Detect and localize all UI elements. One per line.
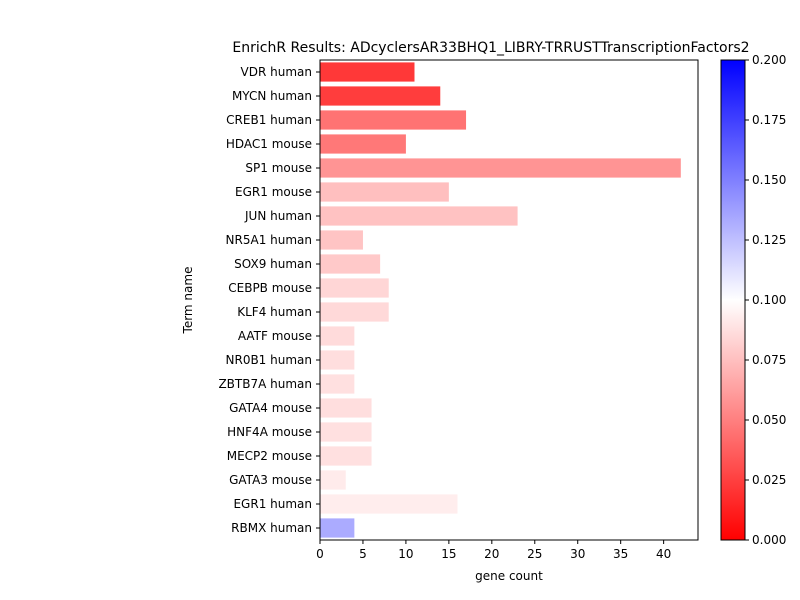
colorbar-tick-label: 0.075 (752, 353, 786, 367)
y-tick-label: GATA4 mouse (229, 401, 312, 415)
colorbar-tick-label: 0.025 (752, 473, 786, 487)
colorbar-tick-label: 0.125 (752, 233, 786, 247)
bar-gata4-mouse (320, 398, 372, 418)
bar-aatf-mouse (320, 326, 355, 346)
x-tick-label: 20 (484, 547, 499, 561)
y-tick-label: SP1 mouse (245, 161, 312, 175)
bar-hnf4a-mouse (320, 422, 372, 442)
y-axis-title: Term name (181, 267, 195, 335)
y-tick-label: NR0B1 human (226, 353, 313, 367)
y-tick-label: EGR1 mouse (235, 185, 312, 199)
y-tick-label: VDR human (241, 65, 312, 79)
plot-frame (319, 59, 699, 541)
bars-layer (320, 62, 681, 538)
x-tick-label: 10 (398, 547, 413, 561)
x-tick-labels: 0 5 10 15 20 25 30 35 40 (316, 540, 671, 561)
bar-jun-human (320, 206, 518, 226)
x-tick-label: 5 (359, 547, 367, 561)
x-tick-label: 35 (613, 547, 628, 561)
bar-nr5a1-human (320, 230, 363, 250)
y-tick-label: CEBPB mouse (228, 281, 312, 295)
bar-creb1-human (320, 110, 467, 130)
y-tick-label: SOX9 human (234, 257, 312, 271)
y-tick-labels: VDR human MYCN human CREB1 human HDAC1 mous… (218, 65, 320, 535)
colorbar-tick-label: 0.150 (752, 173, 786, 187)
colorbar (720, 59, 746, 541)
bar-egr1-human (320, 494, 458, 514)
colorbar-tick-label: 0.000 (752, 533, 786, 547)
bar-mecp2-mouse (320, 446, 372, 466)
colorbar-tick-label: 0.200 (752, 53, 786, 67)
bar-nr0b1-human (320, 350, 355, 370)
x-tick-label: 40 (656, 547, 671, 561)
bar-sox9-human (320, 254, 381, 274)
bar-mycn-human (320, 86, 441, 106)
y-tick-label: HNF4A mouse (227, 425, 312, 439)
y-tick-label: EGR1 human (233, 497, 312, 511)
bar-hdac1-mouse (320, 134, 406, 154)
bar-gata3-mouse (320, 470, 346, 490)
y-tick-label: NR5A1 human (226, 233, 312, 247)
bar-vdr-human (320, 62, 415, 82)
y-tick-label: CREB1 human (226, 113, 312, 127)
bar-zbtb7a-human (320, 374, 355, 394)
bar-sp1-mouse (320, 158, 681, 178)
x-tick-label: 0 (316, 547, 324, 561)
y-tick-label: MECP2 mouse (227, 449, 312, 463)
y-tick-label: GATA3 mouse (229, 473, 312, 487)
colorbar-tick-label: 0.175 (752, 113, 786, 127)
y-tick-label: MYCN human (232, 89, 312, 103)
y-tick-label: AATF mouse (238, 329, 312, 343)
bar-cebpb-mouse (320, 278, 389, 298)
colorbar-tick-label: 0.050 (752, 413, 786, 427)
bar-rbmx-human (320, 518, 355, 538)
x-tick-label: 25 (527, 547, 542, 561)
y-tick-label: JUN human (244, 209, 312, 223)
y-tick-label: RBMX human (231, 521, 312, 535)
x-tick-label: 30 (570, 547, 585, 561)
bar-klf4-human (320, 302, 389, 322)
chart-title: EnrichR Results: ADcyclersAR33BHQ1_LIBRY… (232, 40, 749, 56)
y-tick-label: HDAC1 mouse (226, 137, 312, 151)
y-tick-label: ZBTB7A human (218, 377, 312, 391)
x-axis-title: gene count (475, 569, 543, 583)
x-tick-label: 15 (441, 547, 456, 561)
bar-egr1-mouse (320, 182, 449, 202)
y-tick-label: KLF4 human (237, 305, 312, 319)
colorbar-tick-label: 0.100 (752, 293, 786, 307)
colorbar-tick-labels: 0.000 0.025 0.050 0.075 0.100 0.125 0.150 0.175… (745, 53, 786, 547)
